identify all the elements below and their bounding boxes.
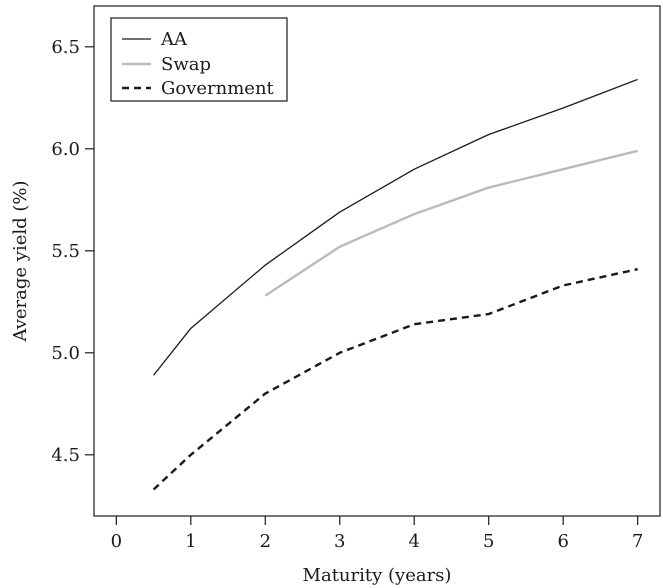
x-tick-label: 6: [557, 531, 568, 552]
y-tick-label: 4.5: [51, 445, 80, 466]
legend: AA Swap Government: [110, 17, 288, 102]
x-tick-label: 3: [334, 531, 345, 552]
x-tick-label: 2: [260, 531, 271, 552]
y-axis: 4.5 5.0 5.5 6.0 6.5: [51, 37, 94, 466]
legend-label-government: Government: [161, 78, 275, 99]
series-line-swap: [264, 149, 638, 297]
y-tick-label: 5.0: [51, 343, 80, 364]
plot-frame: [93, 5, 661, 517]
y-axis-label: Average yield (%): [10, 180, 31, 342]
x-tick-label: 5: [483, 531, 494, 552]
series-line-aa: [153, 78, 638, 376]
legend-label-aa: AA: [160, 29, 188, 50]
y-tick-label: 6.5: [51, 37, 80, 58]
x-axis: 0 1 2 3 4 5 6 7: [111, 516, 643, 552]
x-tick-label: 7: [632, 531, 643, 552]
x-tick-label: 1: [185, 531, 196, 552]
y-tick-label: 6.0: [51, 139, 80, 160]
y-tick-label: 5.5: [51, 241, 80, 262]
x-tick-label: 0: [111, 531, 122, 552]
x-axis-label: Maturity (years): [303, 565, 452, 586]
series-line-government: [152, 267, 638, 491]
x-tick-label: 4: [409, 531, 420, 552]
series-layer: [152, 78, 638, 491]
legend-label-swap: Swap: [161, 54, 211, 75]
